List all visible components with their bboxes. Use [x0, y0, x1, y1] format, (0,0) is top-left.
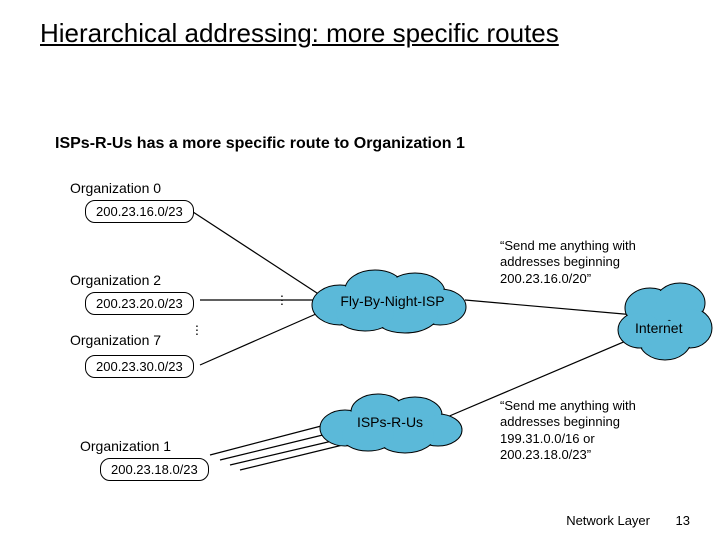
org1-prefix: 200.23.18.0/23	[100, 458, 209, 481]
footer-page: 13	[676, 513, 690, 528]
org0-prefix: 200.23.16.0/23	[85, 200, 194, 223]
footer-section: Network Layer	[566, 513, 650, 528]
fbn-cloud	[300, 265, 480, 335]
org7-label: Organization 7	[70, 332, 161, 348]
org0-label: Organization 0	[70, 180, 161, 196]
bubble-bottom: “Send me anything with addresses beginni…	[500, 398, 670, 463]
bubble-top: “Send me anything with addresses beginni…	[500, 238, 670, 287]
vdots-2: ...	[195, 320, 199, 332]
org7-prefix: 200.23.30.0/23	[85, 355, 194, 378]
page-title: Hierarchical addressing: more specific r…	[40, 18, 600, 49]
isru-cloud	[310, 390, 470, 455]
subtitle: ISPs-R-Us has a more specific route to O…	[55, 135, 465, 153]
org2-label: Organization 2	[70, 272, 161, 288]
org1-label: Organization 1	[80, 438, 171, 454]
vdots-1: ...	[280, 290, 284, 302]
internet-label: Internet	[635, 320, 682, 336]
org2-prefix: 200.23.20.0/23	[85, 292, 194, 315]
